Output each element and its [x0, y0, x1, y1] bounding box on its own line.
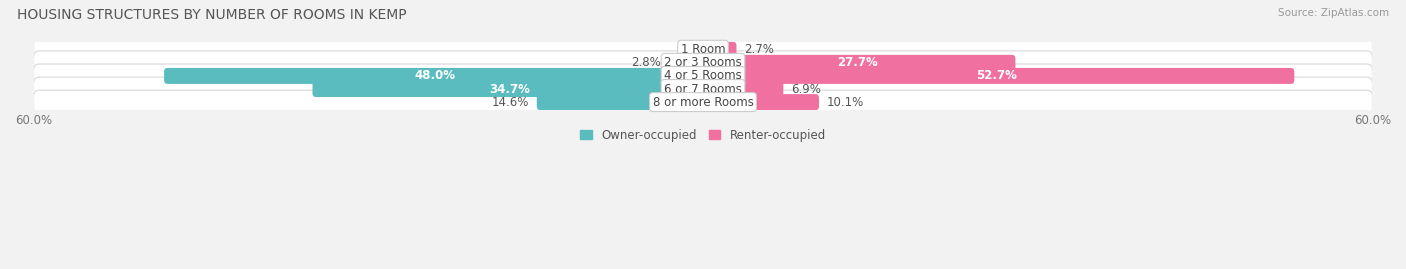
- FancyBboxPatch shape: [700, 94, 820, 110]
- Legend: Owner-occupied, Renter-occupied: Owner-occupied, Renter-occupied: [575, 124, 831, 146]
- FancyBboxPatch shape: [34, 64, 1372, 88]
- FancyBboxPatch shape: [700, 81, 783, 97]
- Text: 48.0%: 48.0%: [415, 69, 456, 82]
- Text: 52.7%: 52.7%: [977, 69, 1018, 82]
- Text: 8 or more Rooms: 8 or more Rooms: [652, 95, 754, 109]
- FancyBboxPatch shape: [537, 94, 706, 110]
- Text: Source: ZipAtlas.com: Source: ZipAtlas.com: [1278, 8, 1389, 18]
- Text: 6 or 7 Rooms: 6 or 7 Rooms: [664, 83, 742, 95]
- FancyBboxPatch shape: [34, 38, 1372, 62]
- Text: HOUSING STRUCTURES BY NUMBER OF ROOMS IN KEMP: HOUSING STRUCTURES BY NUMBER OF ROOMS IN…: [17, 8, 406, 22]
- FancyBboxPatch shape: [34, 77, 1372, 101]
- FancyBboxPatch shape: [700, 42, 737, 58]
- Text: 2.8%: 2.8%: [631, 56, 661, 69]
- Text: 10.1%: 10.1%: [827, 95, 865, 109]
- Text: 34.7%: 34.7%: [489, 83, 530, 95]
- FancyBboxPatch shape: [700, 68, 1295, 84]
- FancyBboxPatch shape: [34, 51, 1372, 75]
- FancyBboxPatch shape: [312, 81, 706, 97]
- Text: 1 Room: 1 Room: [681, 43, 725, 56]
- Text: 14.6%: 14.6%: [492, 95, 529, 109]
- FancyBboxPatch shape: [668, 55, 706, 71]
- Text: 6.9%: 6.9%: [792, 83, 821, 95]
- Text: 2 or 3 Rooms: 2 or 3 Rooms: [664, 56, 742, 69]
- FancyBboxPatch shape: [700, 55, 1015, 71]
- Text: 27.7%: 27.7%: [837, 56, 877, 69]
- Text: 2.7%: 2.7%: [744, 43, 775, 56]
- FancyBboxPatch shape: [165, 68, 706, 84]
- Text: 4 or 5 Rooms: 4 or 5 Rooms: [664, 69, 742, 82]
- FancyBboxPatch shape: [34, 90, 1372, 114]
